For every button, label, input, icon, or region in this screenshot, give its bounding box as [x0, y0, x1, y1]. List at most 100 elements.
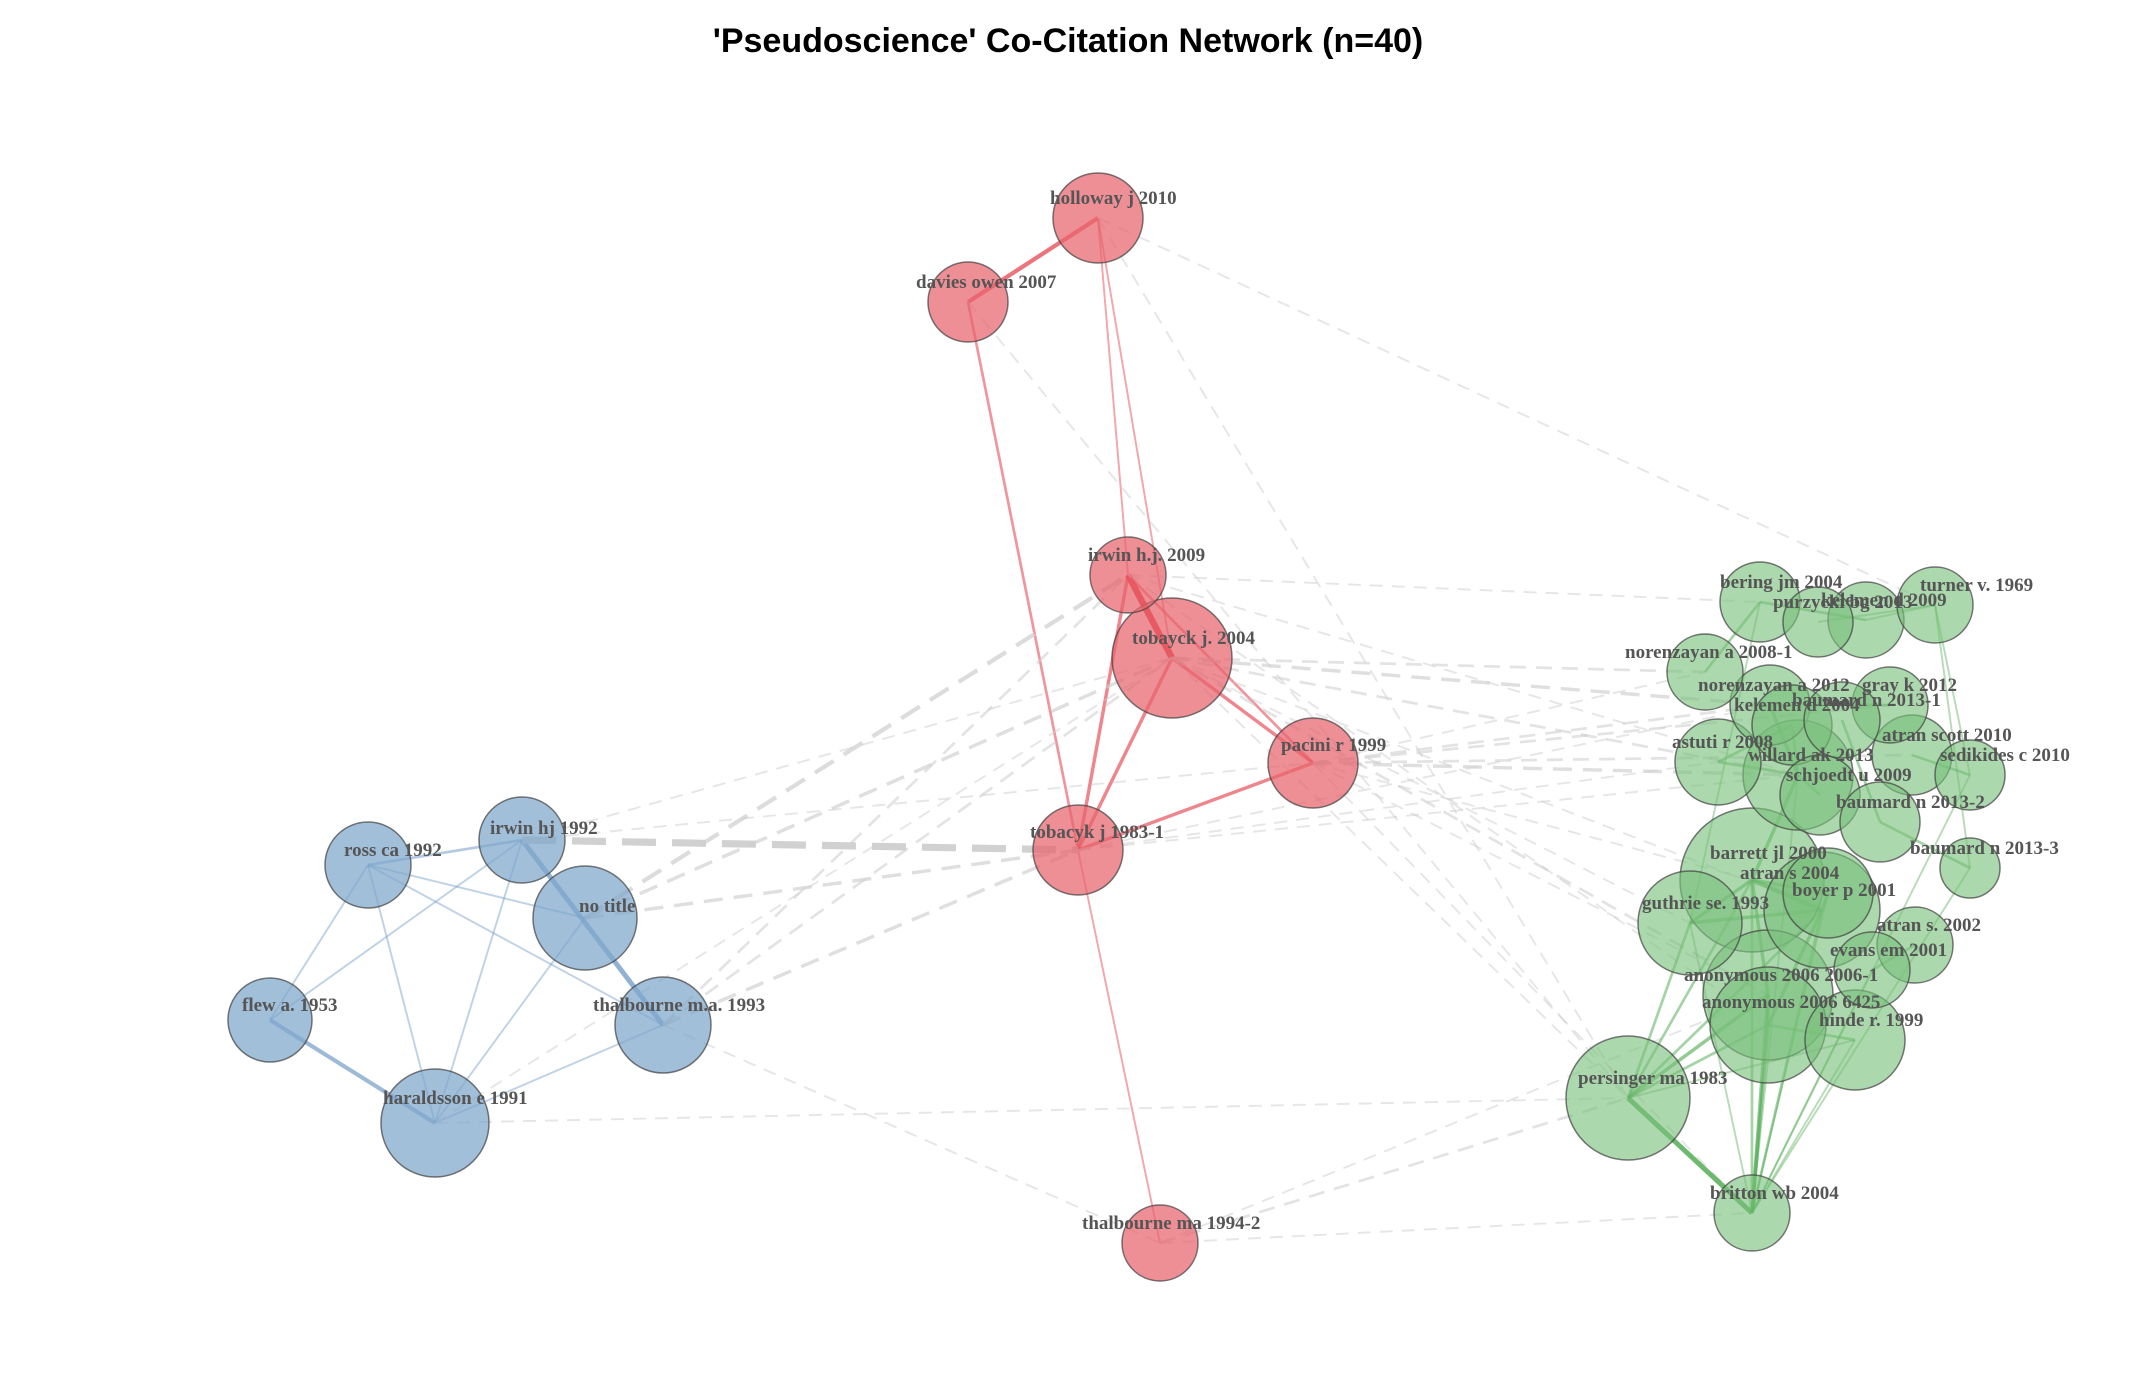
node-no-title[interactable] [532, 865, 638, 971]
edge-thalbourne-m-a-1993-to-tobayck-j-2004 [662, 656, 1173, 1027]
edge-thalbourne-ma-1994-2-to-britton-wb-2004 [1159, 1212, 1753, 1244]
edge-no-title-to-irwin-h-j-2009 [583, 573, 1130, 920]
node-label-britton-wb-2004: britton wb 2004 [1710, 1183, 1839, 1204]
node-label-no-title: no title [579, 896, 635, 917]
node-irwin-hj-1992[interactable] [478, 796, 566, 884]
node-label-tobacyk-j-1983-1: tobacyk j 1983-1 [1030, 822, 1164, 843]
edge-tobayck-j-2004-to-anonymous-2006-2006-1 [1171, 656, 1769, 997]
labels-layer: ross ca 1992 irwin hj 1992 no title flew a.… [242, 188, 2070, 1234]
node-label-thalbourne-m-a-1993: thalbourne m.a. 1993 [593, 995, 765, 1016]
edge-turner-v-1969-to-baumard-n-2013-3 [1934, 604, 1971, 869]
edge-thalbourne-m-a-1993-to-tobacyk-j-1983-1 [662, 848, 1079, 1027]
node-label-willard-ak-2013: willard ak 2013 [1748, 745, 1874, 766]
edge-tobacyk-j-1983-1-to-norenzayan-a-2012 [1077, 704, 1771, 851]
edge-no-title-to-tobayck-j-2004 [584, 656, 1173, 920]
node-label-irwin-h-j-2009: irwin h.j. 2009 [1088, 545, 1205, 566]
edge-davies-owen-2007-to-persinger-ma-1983 [967, 301, 1629, 1099]
edge-irwin-h-j-2009-to-bering-jm-2004 [1127, 574, 1761, 603]
node-label-flew-a-1953: flew a. 1953 [242, 995, 338, 1016]
edge-holloway-j-2010-to-persinger-ma-1983 [1097, 217, 1629, 1099]
node-atran-s-2004[interactable] [1782, 847, 1874, 939]
node-label-norenzayan-a-2008-1: norenzayan a 2008-1 [1625, 642, 1792, 663]
node-baumard-n-2013-1[interactable] [1803, 681, 1881, 759]
node-label-bering-jm-2004: bering jm 2004 [1720, 572, 1843, 593]
edge-davies-owen-2007-to-tobacyk-j-1983-1 [966, 301, 1080, 851]
node-label-ross-ca-1992: ross ca 1992 [344, 840, 442, 861]
edge-ross-ca-1992-to-thalbourne-m-a-1993 [367, 864, 664, 1026]
node-baumard-n-2013-2[interactable] [1839, 781, 1921, 863]
node-baumard-n-2013-3[interactable] [1939, 837, 2001, 899]
node-label-persinger-ma-1983: persinger ma 1983 [1578, 1068, 1728, 1089]
edge-pacini-r-1999-to-norenzayan-a-2008-1 [1312, 671, 1706, 764]
edge-tobacyk-j-1983-1-to-thalbourne-ma-1994-2 [1077, 849, 1161, 1244]
node-pacini-r-1999[interactable] [1267, 717, 1359, 809]
edge-thalbourne-m-a-1993-to-irwin-h-j-2009 [662, 574, 1129, 1026]
edge-haraldsson-e-1991-to-tobayck-j-2004 [434, 657, 1173, 1124]
edge-irwin-hj-1992-to-tobacyk-j-1983-1 [521, 836, 1079, 854]
node-label-irwin-hj-1992: irwin hj 1992 [490, 818, 598, 839]
node-astuti-r-2008[interactable] [1674, 718, 1762, 806]
node-turner-v-1969[interactable] [1896, 566, 1974, 644]
edge-tobacyk-j-1983-1-to-astuti-r-2008 [1077, 761, 1719, 851]
edge-pacini-r-1999-to-britton-wb-2004 [1312, 762, 1753, 1214]
node-label-sedikides-c-2010: sedikides c 2010 [1940, 745, 2070, 766]
node-label-anonymous-2006-6425: anonymous 2006 6425 [1702, 992, 1880, 1013]
node-label-holloway-j-2010: holloway j 2010 [1050, 188, 1177, 209]
edge-irwin-hj-1992-to-pacini-r-1999 [521, 762, 1314, 841]
node-norenzayan-a-2008-1[interactable] [1666, 633, 1744, 711]
node-label-norenzayan-a-2012: norenzayan a 2012 [1698, 675, 1850, 696]
node-persinger-ma-1983[interactable] [1565, 1035, 1691, 1161]
edge-haraldsson-e-1991-to-persinger-ma-1983 [434, 1097, 1629, 1124]
node-irwin-h-j-2009[interactable] [1089, 536, 1167, 614]
node-label-guthrie-se-1993: guthrie se. 1993 [1642, 893, 1769, 914]
node-label-kelemen-d-2009: kelemen d 2009 [1821, 590, 1947, 611]
edge-holloway-j-2010-to-turner-v-1969 [1097, 217, 1936, 606]
node-label-anonymous-2006-2006-1: anonymous 2006 2006-1 [1684, 965, 1878, 986]
node-label-kelemen-d-2004: kelemen d 2004 [1734, 695, 1860, 716]
node-davies-owen-2007[interactable] [927, 261, 1009, 343]
node-label-haraldsson-e-1991: haraldsson e 1991 [383, 1088, 528, 1109]
edge-irwin-hj-1992-to-tobayck-j-2004 [521, 657, 1173, 841]
nodes-layer [227, 172, 2006, 1282]
node-britton-wb-2004[interactable] [1713, 1174, 1791, 1252]
edge-no-title-to-tobacyk-j-1983-1 [584, 848, 1079, 920]
node-sedikides-c-2010[interactable] [1934, 739, 2006, 811]
edge-tobayck-j-2004-to-norenzayan-a-2012 [1171, 656, 1771, 707]
node-label-pacini-r-1999: pacini r 1999 [1281, 735, 1386, 756]
node-haraldsson-e-1991[interactable] [380, 1068, 490, 1178]
node-label-atran-scott-2010: atran scott 2010 [1882, 725, 2012, 746]
node-label-atran-s-2004: atran s 2004 [1740, 863, 1840, 884]
node-label-schjoedt-u-2009: schjoedt u 2009 [1786, 765, 1912, 786]
node-purzycki-bg-2013[interactable] [1782, 586, 1854, 658]
node-tobacyk-j-1983-1[interactable] [1032, 804, 1124, 896]
node-ross-ca-1992[interactable] [324, 821, 412, 909]
edge-tobayck-j-2004-to-guthrie-se-1993 [1171, 657, 1691, 924]
node-thalbourne-m-a-1993[interactable] [614, 976, 712, 1074]
node-label-tobayck-j-2004: tobayck j. 2004 [1132, 628, 1255, 649]
node-tobayck-j-2004[interactable] [1111, 597, 1233, 719]
edge-tobacyk-j-1983-1-to-willard-ak-2013 [1077, 774, 1799, 851]
node-label-baumard-n-2013-1: baumard n 2013-1 [1792, 690, 1941, 711]
edge-irwin-h-j-2009-to-tobacyk-j-1983-1 [1076, 574, 1130, 851]
edge-holloway-j-2010-to-irwin-h-j-2009 [1097, 217, 1129, 576]
node-label-thalbourne-ma-1994-2: thalbourne ma 1994-2 [1082, 1213, 1260, 1234]
node-label-purzycki-bg-2013: purzycki bg 2013 [1773, 592, 1912, 613]
node-label-turner-v-1969: turner v. 1969 [1920, 575, 2033, 596]
node-label-gray-k-2012: gray k 2012 [1862, 675, 1957, 696]
node-label-baumard-n-2013-3: baumard n 2013-3 [1910, 838, 2059, 859]
edge-thalbourne-ma-1994-2-to-persinger-ma-1983 [1159, 1096, 1629, 1245]
node-label-astuti-r-2008: astuti r 2008 [1672, 732, 1773, 753]
edge-tobayck-j-2004-to-persinger-ma-1983 [1171, 657, 1629, 1099]
node-evans-em-2001[interactable] [1833, 931, 1911, 1009]
node-thalbourne-ma-1994-2[interactable] [1121, 1204, 1199, 1282]
node-label-boyer-p-2001: boyer p 2001 [1792, 880, 1896, 901]
node-label-hinde-r-1999: hinde r. 1999 [1819, 1010, 1923, 1031]
node-holloway-j-2010[interactable] [1052, 172, 1144, 264]
edge-thalbourne-m-a-1993-to-thalbourne-ma-1994-2 [662, 1024, 1161, 1244]
edge-tobayck-j-2004-to-norenzayan-a-2008-1 [1171, 656, 1706, 674]
node-flew-a-1953[interactable] [227, 977, 313, 1063]
chart-title: 'Pseudoscience' Co-Citation Network (n=4… [712, 22, 1424, 60]
node-label-barrett-jl-2000: barrett jl 2000 [1710, 843, 1827, 864]
node-guthrie-se-1993[interactable] [1637, 870, 1743, 976]
